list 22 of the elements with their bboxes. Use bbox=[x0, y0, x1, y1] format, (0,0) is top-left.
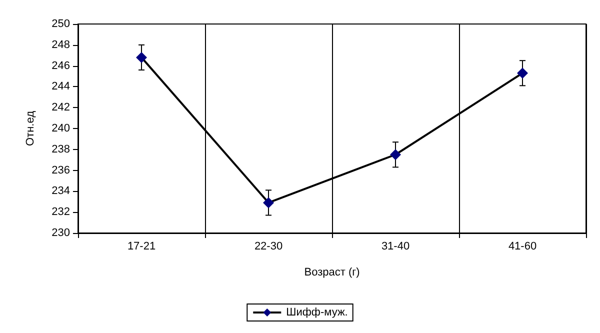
x-axis-title: Возраст (г) bbox=[304, 266, 360, 278]
y-tick-label: 242 bbox=[52, 102, 70, 114]
legend-label: Шифф-муж. bbox=[286, 306, 348, 318]
x-tick-label: 41-60 bbox=[508, 240, 537, 252]
y-tick-label: 244 bbox=[52, 80, 70, 93]
x-tick-label: 17-21 bbox=[127, 240, 156, 252]
y-tick-label: 236 bbox=[52, 164, 70, 176]
y-tick-label: 230 bbox=[52, 227, 70, 239]
x-tick-label: 31-40 bbox=[381, 240, 410, 252]
y-tick-label: 240 bbox=[52, 122, 70, 134]
point bbox=[390, 149, 401, 160]
point bbox=[517, 68, 528, 79]
point bbox=[263, 197, 274, 208]
y-tick-label: 232 bbox=[52, 206, 70, 218]
y-tick-label: 234 bbox=[52, 185, 70, 198]
point bbox=[136, 52, 147, 63]
x-tick-label: 22-30 bbox=[254, 240, 283, 252]
y-tick-label: 250 bbox=[52, 18, 70, 30]
y-axis-title: Отн.ед bbox=[24, 110, 36, 146]
y-tick-label: 238 bbox=[52, 143, 70, 156]
y-tick-label: 246 bbox=[52, 60, 70, 72]
y-tick-label: 248 bbox=[52, 38, 70, 51]
